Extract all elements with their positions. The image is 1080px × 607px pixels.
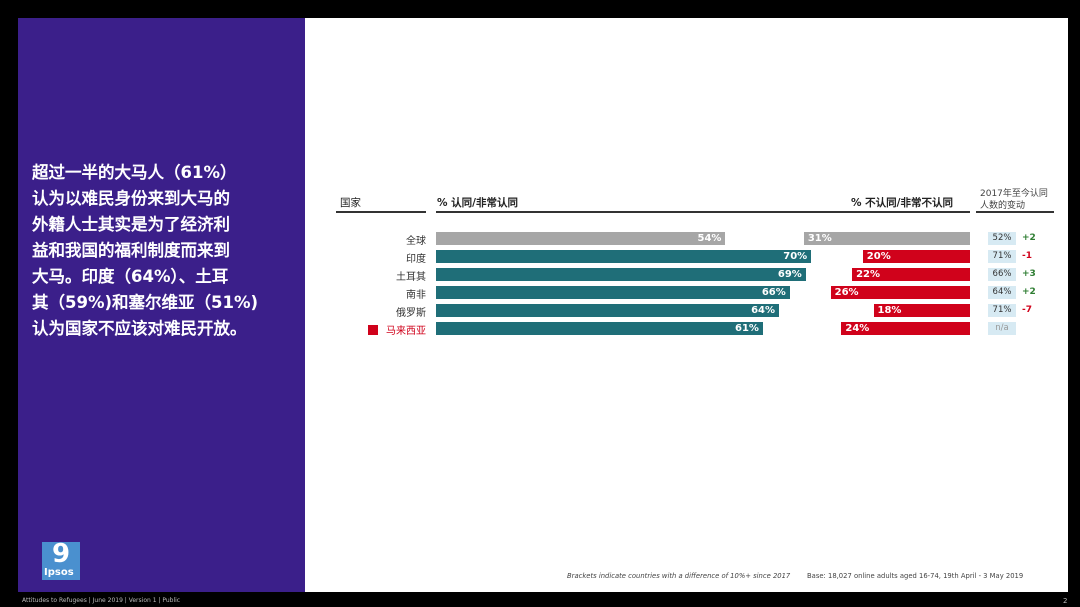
footer-note: Brackets indicate countries with a diffe… — [567, 572, 791, 580]
agree-bar — [436, 304, 780, 317]
disagree-value-label: 26% — [834, 287, 859, 298]
highlight-marker — [368, 325, 378, 335]
change-delta: +2 — [1022, 287, 1036, 297]
ipsos-logo: 9 Ipsos — [42, 539, 80, 580]
change-baseline: 71% — [988, 304, 1016, 317]
change-baseline: 71% — [988, 250, 1016, 263]
headline-text: 超过一半的大马人（61%） 认为以难民身份来到大马的 外籍人士其实是为了经济利 … — [32, 163, 259, 338]
change-delta: -1 — [1022, 251, 1032, 261]
agree-value-label: 66% — [761, 287, 786, 298]
header-rule-change — [976, 211, 1054, 213]
country-label: 土耳其 — [396, 272, 426, 283]
disagree-value-label: 22% — [856, 269, 881, 280]
disagree-bar — [830, 286, 970, 299]
change-delta: +3 — [1022, 269, 1036, 279]
header-change: 2017年至今认同人数的变动 — [980, 189, 1048, 211]
page-number: 2 — [1063, 597, 1068, 605]
country-label: 俄罗斯 — [396, 308, 426, 319]
country-label: 印度 — [406, 254, 426, 265]
agree-value-label: 69% — [777, 269, 802, 280]
headline-panel: 超过一半的大马人（61%） 认为以难民身份来到大马的 外籍人士其实是为了经济利 … — [18, 18, 305, 592]
agree-bar — [436, 286, 790, 299]
change-baseline: n/a — [988, 322, 1016, 335]
country-label: 马来西亚 — [318, 322, 426, 337]
country-label: 全球 — [406, 236, 426, 247]
header-country: 国家 — [340, 197, 361, 209]
disagree-bar — [873, 304, 970, 317]
slide: 超过一半的大马人（61%） 认为以难民身份来到大马的 外籍人士其实是为了经济利 … — [18, 18, 1068, 592]
country-label: 南非 — [406, 290, 426, 301]
header-rule-country — [336, 211, 426, 213]
header-disagree: % 不认同/非常不认同 — [851, 197, 954, 209]
agree-bar — [436, 232, 726, 245]
logo-text: Ipsos — [44, 567, 74, 578]
agree-value-label: 70% — [783, 251, 808, 262]
agree-bar — [436, 268, 806, 281]
logo-glyph: 9 — [52, 539, 71, 569]
disagree-value-label: 31% — [807, 233, 832, 244]
disagree-value-label: 24% — [845, 323, 870, 334]
disagree-bar — [803, 232, 970, 245]
change-baseline: 64% — [988, 286, 1016, 299]
disagree-bar — [862, 250, 970, 263]
footer-base: Base: 18,027 online adults aged 16-74, 1… — [807, 572, 1024, 580]
footer-meta: Attitudes to Refugees | June 2019 | Vers… — [22, 597, 181, 604]
disagree-bar — [852, 268, 970, 281]
change-delta: +2 — [1022, 233, 1036, 243]
disagree-value-label: 18% — [877, 305, 902, 316]
header-agree: % 认同/非常认同 — [437, 197, 519, 209]
disagree-value-label: 20% — [866, 251, 891, 262]
agree-value-label: 64% — [751, 305, 776, 316]
agree-value-label: 61% — [735, 323, 759, 334]
agree-bar — [436, 322, 763, 335]
change-baseline: 52% — [988, 232, 1016, 245]
disagree-bar — [841, 322, 970, 335]
change-baseline: 66% — [988, 268, 1016, 281]
change-delta: -7 — [1022, 305, 1032, 315]
agree-value-label: 54% — [697, 233, 722, 244]
agree-bar — [436, 250, 812, 263]
header-rule-bars — [436, 211, 970, 213]
